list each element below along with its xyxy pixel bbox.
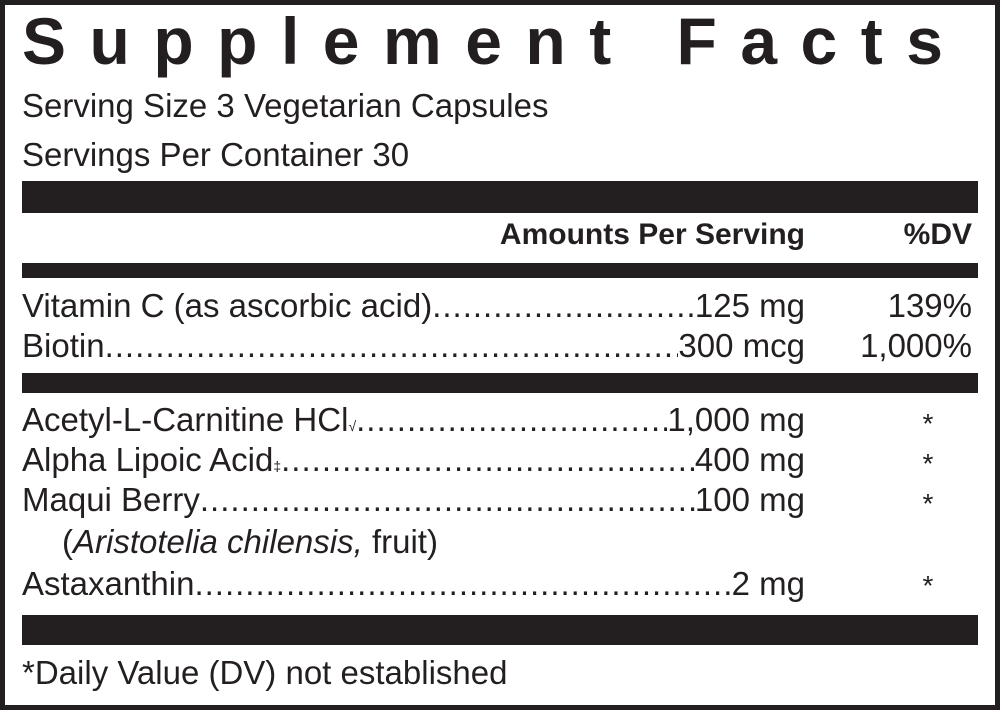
ingredient-row: Alpha Lipoic Acid‡ 400 mg	[22, 443, 805, 476]
dot-leader	[105, 329, 679, 362]
divider-bar	[22, 373, 978, 393]
dot-leader	[281, 443, 695, 476]
ingredient-row: Astaxanthin 2 mg	[22, 567, 805, 600]
ingredient-amount: 1,000 mg	[667, 401, 805, 438]
divider-bar	[22, 263, 978, 278]
footnote-mark: √	[348, 418, 357, 434]
dv-header: %DV	[903, 218, 972, 251]
dot-leader	[200, 483, 695, 516]
ingredient-dv: *	[922, 570, 934, 601]
nutrient-dv: 1,000%	[860, 327, 972, 364]
ingredient-amount: 2 mg	[731, 565, 805, 602]
serving-size: Serving Size 3 Vegetarian Capsules	[22, 87, 549, 124]
nutrient-row: Vitamin C (as ascorbic acid) 125 mg	[22, 289, 805, 322]
nutrient-dv: 139%	[887, 287, 972, 324]
ingredient-dv: *	[922, 488, 934, 519]
dot-leader	[194, 567, 731, 600]
footnote-mark: ‡	[273, 458, 282, 474]
ingredient-name: Acetyl-L-Carnitine HCl	[22, 401, 349, 438]
ingredient-amount: 100 mg	[694, 481, 805, 518]
nutrient-row: Biotin 300 mcg	[22, 329, 805, 362]
ingredient-amount: 400 mg	[694, 441, 805, 478]
ingredient-source: (Aristotelia chilensis, fruit)	[62, 523, 438, 560]
ingredient-name: Alpha Lipoic Acid	[22, 441, 274, 478]
amounts-header: Amounts Per Serving	[499, 218, 805, 251]
dot-leader	[432, 289, 695, 322]
ingredient-name: Astaxanthin	[22, 565, 195, 602]
label-title: Supplement Facts	[22, 4, 967, 78]
dot-leader	[356, 403, 667, 436]
ingredient-row: Acetyl-L-Carnitine HCl√ 1,000 mg	[22, 403, 805, 436]
divider-bar	[22, 181, 978, 213]
nutrient-name: Biotin	[22, 327, 105, 364]
nutrient-amount: 300 mcg	[678, 327, 805, 364]
divider-bar	[22, 615, 978, 645]
servings-per-container: Servings Per Container 30	[22, 136, 410, 173]
ingredient-row: Maqui Berry 100 mg	[22, 483, 805, 516]
nutrient-name: Vitamin C (as ascorbic acid)	[22, 287, 433, 324]
ingredient-dv: *	[922, 408, 934, 439]
footnote: *Daily Value (DV) not established	[22, 654, 508, 691]
ingredient-name: Maqui Berry	[22, 481, 200, 518]
ingredient-dv: *	[922, 448, 934, 479]
nutrient-amount: 125 mg	[694, 287, 805, 324]
